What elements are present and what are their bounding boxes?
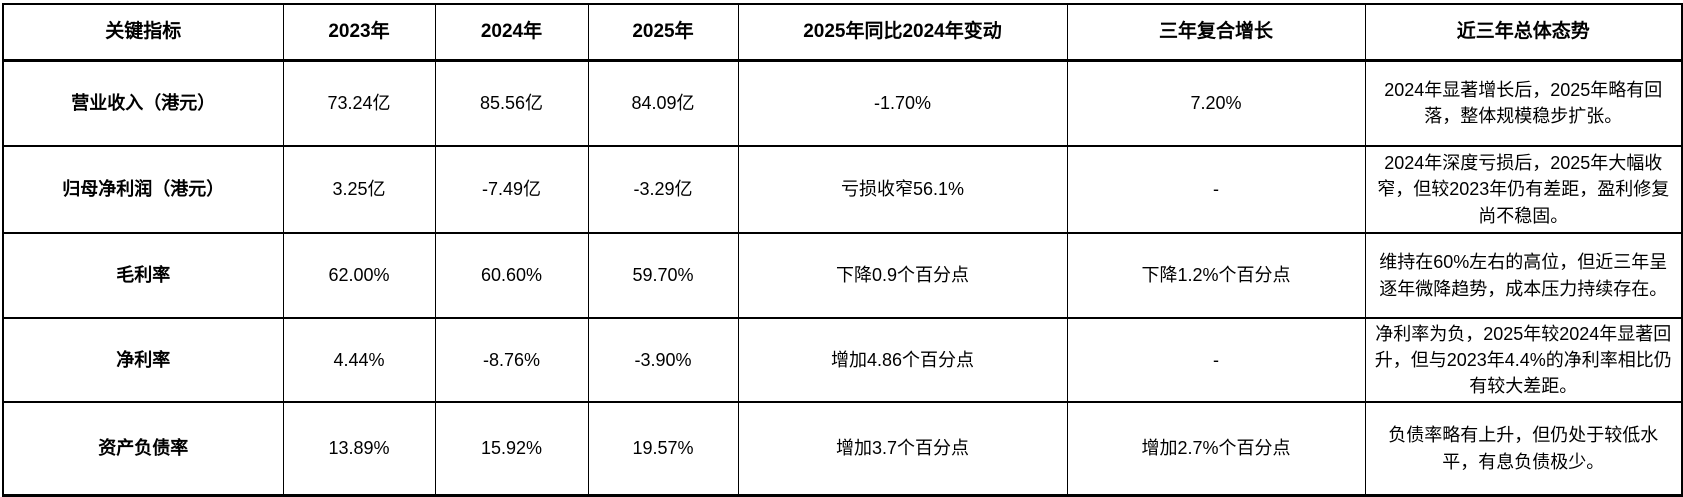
cell-gross-margin-2025: 59.70% <box>587 232 739 319</box>
cell-revenue-2023: 73.24亿 <box>282 59 436 147</box>
row-label-gross-margin: 毛利率 <box>2 232 284 319</box>
cell-debt-ratio-trend: 负债率略有上升，但仍处于较低水平，有息负债极少。 <box>1364 401 1683 497</box>
table-row-net-margin: 净利率 4.44% -8.76% -3.90% 增加4.86个百分点 - 净利率… <box>2 316 1683 404</box>
cell-debt-ratio-2024: 15.92% <box>434 401 589 497</box>
header-2023: 2023年 <box>282 3 436 62</box>
header-2024: 2024年 <box>434 3 589 62</box>
cell-net-profit-2024: -7.49亿 <box>434 145 589 234</box>
cell-net-margin-2023: 4.44% <box>282 316 436 404</box>
row-label-revenue: 营业收入（港元） <box>2 59 284 147</box>
table-row-net-profit: 归母净利润（港元） 3.25亿 -7.49亿 -3.29亿 亏损收窄56.1% … <box>2 145 1683 234</box>
row-label-net-margin: 净利率 <box>2 316 284 404</box>
cell-gross-margin-2024: 60.60% <box>434 232 589 319</box>
cell-debt-ratio-2025: 19.57% <box>587 401 739 497</box>
cell-net-profit-trend: 2024年深度亏损后，2025年大幅收窄，但较2023年仍有差距，盈利修复尚不稳… <box>1364 145 1683 234</box>
header-cagr: 三年复合增长 <box>1066 3 1366 62</box>
table-row-gross-margin: 毛利率 62.00% 60.60% 59.70% 下降0.9个百分点 下降1.2… <box>2 232 1683 319</box>
cell-debt-ratio-2023: 13.89% <box>282 401 436 497</box>
cell-revenue-2025: 84.09亿 <box>587 59 739 147</box>
table-header-row: 关键指标 2023年 2024年 2025年 2025年同比2024年变动 三年… <box>2 3 1683 62</box>
cell-net-margin-2024: -8.76% <box>434 316 589 404</box>
cell-debt-ratio-cagr: 增加2.7%个百分点 <box>1066 401 1366 497</box>
cell-revenue-trend: 2024年显著增长后，2025年略有回落，整体规模稳步扩张。 <box>1364 59 1683 147</box>
table-row-revenue: 营业收入（港元） 73.24亿 85.56亿 84.09亿 -1.70% 7.2… <box>2 59 1683 147</box>
cell-revenue-2024: 85.56亿 <box>434 59 589 147</box>
cell-net-margin-2025: -3.90% <box>587 316 739 404</box>
cell-revenue-yoy: -1.70% <box>737 59 1068 147</box>
table-row-debt-ratio: 资产负债率 13.89% 15.92% 19.57% 增加3.7个百分点 增加2… <box>2 401 1683 497</box>
cell-net-profit-2023: 3.25亿 <box>282 145 436 234</box>
row-label-net-profit: 归母净利润（港元） <box>2 145 284 234</box>
row-label-debt-ratio: 资产负债率 <box>2 401 284 497</box>
header-2025: 2025年 <box>587 3 739 62</box>
header-key-indicator: 关键指标 <box>2 3 284 62</box>
cell-gross-margin-2023: 62.00% <box>282 232 436 319</box>
header-yoy-change: 2025年同比2024年变动 <box>737 3 1068 62</box>
cell-net-profit-yoy: 亏损收窄56.1% <box>737 145 1068 234</box>
cell-debt-ratio-yoy: 增加3.7个百分点 <box>737 401 1068 497</box>
key-indicators-table: 关键指标 2023年 2024年 2025年 2025年同比2024年变动 三年… <box>2 3 1683 497</box>
cell-revenue-cagr: 7.20% <box>1066 59 1366 147</box>
cell-net-profit-2025: -3.29亿 <box>587 145 739 234</box>
cell-gross-margin-trend: 维持在60%左右的高位，但近三年呈逐年微降趋势，成本压力持续存在。 <box>1364 232 1683 319</box>
header-trend: 近三年总体态势 <box>1364 3 1683 62</box>
cell-gross-margin-yoy: 下降0.9个百分点 <box>737 232 1068 319</box>
cell-gross-margin-cagr: 下降1.2%个百分点 <box>1066 232 1366 319</box>
cell-net-margin-trend: 净利率为负，2025年较2024年显著回升，但与2023年4.4%的净利率相比仍… <box>1364 316 1683 404</box>
cell-net-margin-cagr: - <box>1066 316 1366 404</box>
cell-net-profit-cagr: - <box>1066 145 1366 234</box>
cell-net-margin-yoy: 增加4.86个百分点 <box>737 316 1068 404</box>
financial-indicators-table: 关键指标 2023年 2024年 2025年 2025年同比2024年变动 三年… <box>2 3 1683 497</box>
